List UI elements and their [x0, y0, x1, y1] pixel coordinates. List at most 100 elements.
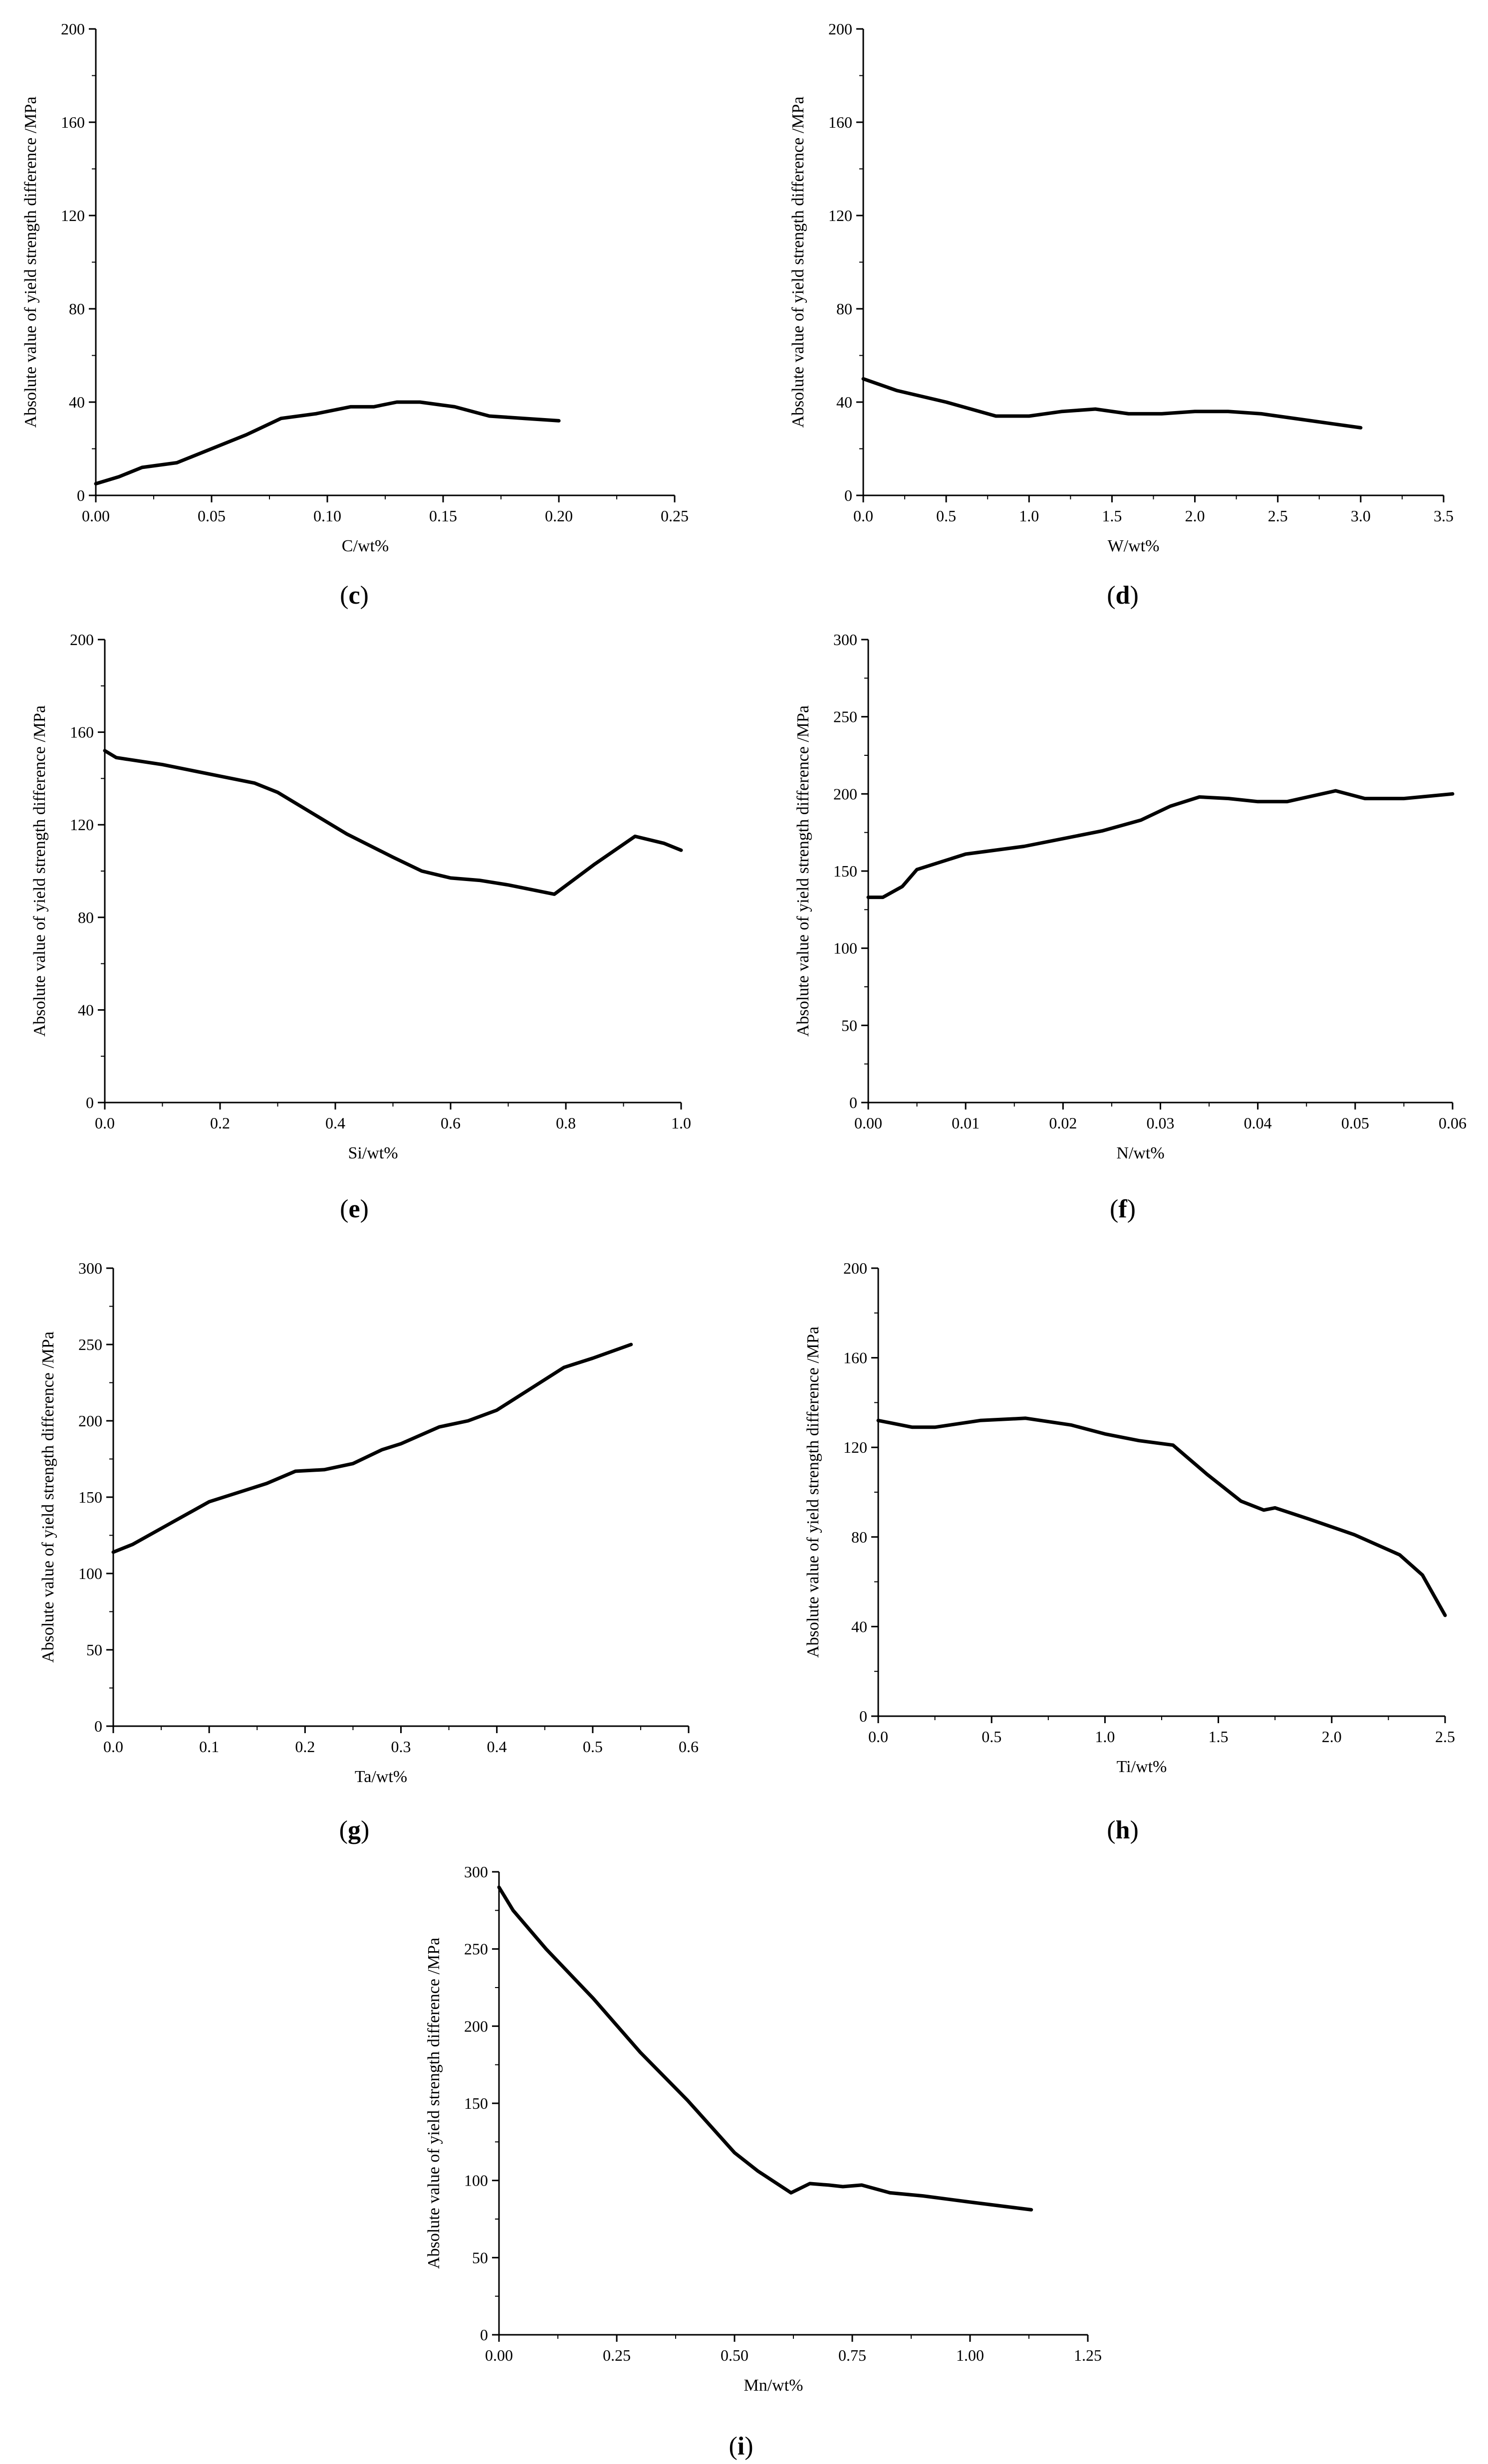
x-tick-label: 1.0 [1095, 1728, 1115, 1746]
y-tick-label: 300 [464, 1863, 488, 1881]
x-tick-label: 1.5 [1209, 1728, 1229, 1746]
x-tick-label: 1.00 [956, 2346, 984, 2364]
x-tick-label: 0.0 [868, 1728, 888, 1746]
x-tick-label: 0.0 [103, 1738, 123, 1756]
x-tick-label: 0.2 [295, 1738, 315, 1756]
series-line-c [94, 400, 561, 486]
y-tick-label: 40 [851, 1617, 867, 1635]
panel-caption-g: (g) [339, 1816, 370, 1844]
y-tick-label: 100 [78, 1565, 102, 1582]
x-tick-label: 1.0 [1019, 507, 1039, 525]
series-line-h [876, 1416, 1447, 1617]
y-axis-label-i: Absolute value of yield strength differe… [425, 1938, 443, 2269]
series-line-i [497, 1885, 1033, 2212]
y-tick-label: 100 [464, 2172, 488, 2190]
x-tick-label: 0.20 [545, 507, 573, 525]
y-axis-label-g: Absolute value of yield strength differe… [39, 1332, 57, 1663]
y-tick-label: 40 [836, 393, 852, 411]
x-tick-label: 2.0 [1185, 507, 1205, 525]
y-tick-label: 250 [833, 708, 857, 726]
y-tick-label: 250 [78, 1336, 102, 1353]
x-tick-label: 0.5 [936, 507, 956, 525]
y-tick-label: 120 [843, 1438, 867, 1456]
x-axis-label-h: Ti/wt% [1117, 1758, 1167, 1776]
x-axis-label-g: Ta/wt% [355, 1768, 407, 1786]
x-tick-label: 3.0 [1351, 507, 1371, 525]
y-tick-label: 0 [480, 2326, 488, 2344]
panel-caption-i: (i) [729, 2432, 753, 2461]
x-tick-label: 0.50 [721, 2346, 748, 2364]
y-tick-label: 50 [841, 1016, 857, 1034]
x-tick-label: 0.6 [441, 1114, 461, 1132]
x-axis-label-i: Mn/wt% [744, 2376, 803, 2395]
y-tick-label: 40 [69, 393, 85, 411]
y-tick-label: 120 [70, 816, 94, 834]
y-tick-label: 200 [78, 1412, 102, 1430]
y-tick-label: 160 [70, 723, 94, 741]
x-tick-label: 0.04 [1244, 1114, 1272, 1132]
series-line-g [111, 1343, 633, 1554]
y-tick-label: 160 [828, 113, 852, 131]
y-tick-label: 0 [859, 1707, 867, 1725]
y-tick-label: 50 [86, 1641, 102, 1659]
y-tick-label: 250 [464, 1940, 488, 1958]
y-tick-label: 80 [851, 1528, 867, 1546]
y-tick-label: 200 [464, 2017, 488, 2035]
x-tick-label: 0.2 [210, 1114, 230, 1132]
x-tick-label: 0.00 [854, 1114, 882, 1132]
chart-panel-e: 0.0 0.2 0.4 0.6 0.8 1.0 0 40 80 120 160 200 Si/wt% Ab… [30, 631, 691, 1223]
x-tick-label: 3.5 [1434, 507, 1454, 525]
y-tick-label: 0 [86, 1094, 94, 1112]
y-tick-label: 200 [828, 20, 852, 38]
x-tick-label: 0.1 [199, 1738, 219, 1756]
y-tick-label: 150 [78, 1488, 102, 1506]
panel-caption-d: (d) [1107, 581, 1139, 610]
series-line-f [866, 789, 1455, 899]
y-axis-label-f: Absolute value of yield strength differe… [794, 705, 812, 1037]
x-tick-label: 0.5 [583, 1738, 603, 1756]
x-tick-label: 0.0 [853, 507, 873, 525]
y-tick-label: 80 [836, 300, 852, 318]
y-axis-label-d: Absolute value of yield strength differe… [789, 96, 807, 428]
x-axis-label-d: W/wt% [1108, 537, 1160, 555]
x-tick-label: 0.01 [952, 1114, 980, 1132]
x-tick-label: 0.10 [313, 507, 341, 525]
x-tick-label: 0.75 [838, 2346, 866, 2364]
chart-panel-i: 0.00 0.25 0.50 0.75 1.00 1.25 0 50 100 150 200 250 3… [425, 1863, 1102, 2461]
x-tick-label: 0.4 [325, 1114, 345, 1132]
x-tick-label: 0.8 [556, 1114, 576, 1132]
y-tick-label: 80 [69, 300, 85, 318]
chart-panel-g: 0.0 0.1 0.2 0.3 0.4 0.5 0.6 0 50 100 150 200 250 300 T… [39, 1259, 699, 1844]
panel-caption-f: (f) [1110, 1195, 1136, 1223]
panel-caption-h: (h) [1107, 1816, 1139, 1844]
y-tick-label: 0 [77, 486, 85, 504]
x-tick-label: 0.06 [1439, 1114, 1467, 1132]
chart-panel-f: 0.00 0.01 0.02 0.03 0.04 0.05 0.06 0 50 100 150 200… [794, 631, 1467, 1223]
x-tick-label: 2.5 [1435, 1728, 1455, 1746]
y-tick-label: 300 [78, 1259, 102, 1277]
y-tick-label: 0 [94, 1717, 102, 1735]
x-tick-label: 0.4 [487, 1738, 507, 1756]
y-tick-label: 200 [833, 785, 857, 803]
y-tick-label: 80 [78, 908, 94, 926]
x-axis-label-f: N/wt% [1116, 1144, 1164, 1162]
y-tick-label: 50 [472, 2248, 488, 2266]
y-tick-label: 40 [78, 1001, 94, 1019]
x-tick-label: 0.02 [1049, 1114, 1077, 1132]
y-axis-label-h: Absolute value of yield strength differe… [804, 1327, 822, 1658]
x-tick-label: 1.25 [1074, 2346, 1102, 2364]
chart-panel-d: 0.0 0.5 1.0 1.5 2.0 2.5 3.0 3.5 0 40 80 120 160 200 W/… [789, 20, 1454, 610]
y-tick-label: 150 [833, 862, 857, 880]
y-axis-label-e: Absolute value of yield strength differe… [30, 705, 49, 1037]
chart-panel-c: 0.00 0.05 0.10 0.15 0.20 0.25 0 40 80 120 160 200 C/… [21, 20, 689, 610]
x-tick-label: 0.05 [1341, 1114, 1369, 1132]
y-tick-label: 200 [61, 20, 85, 38]
y-tick-label: 0 [844, 486, 852, 504]
x-tick-label: 0.6 [679, 1738, 699, 1756]
y-tick-label: 120 [828, 207, 852, 224]
y-tick-label: 150 [464, 2094, 488, 2112]
series-line-e [103, 749, 683, 896]
y-tick-label: 160 [843, 1349, 867, 1367]
y-axis-label-c: Absolute value of yield strength differe… [21, 96, 40, 428]
